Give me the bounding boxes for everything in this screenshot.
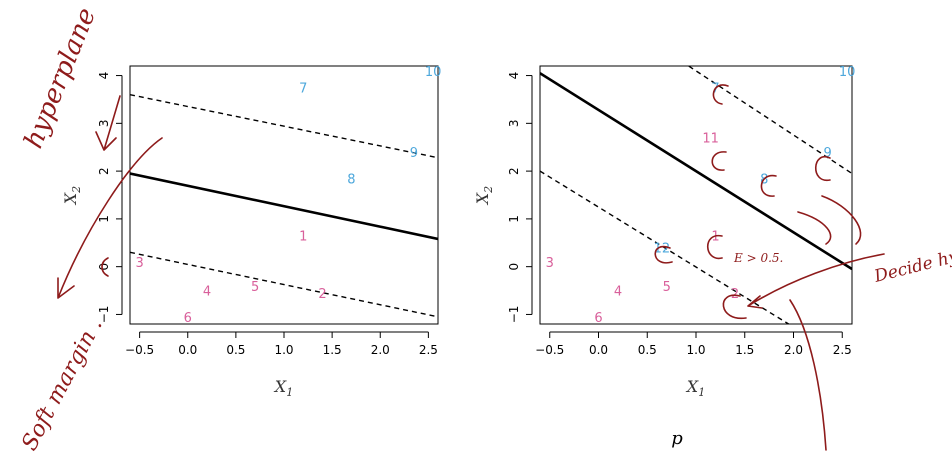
y-tick-label: 4 xyxy=(97,72,111,80)
point-label-5: 5 xyxy=(251,280,259,295)
line-margin-lower xyxy=(540,170,789,324)
x-tick-label: −0.5 xyxy=(535,343,564,357)
line-margin-upper xyxy=(687,66,852,175)
x-tick-label: 2.5 xyxy=(419,343,438,357)
point-label-3: 3 xyxy=(546,256,554,271)
handwritten-annotations: hyperplane Soft margin . E > 0.5. Decide… xyxy=(17,4,952,454)
annotation-circle-9 xyxy=(815,155,831,181)
x-tick-label: 0.0 xyxy=(178,343,197,357)
left-points: 1 2 3 4 5 6 7 8 9 10 xyxy=(135,65,441,326)
right-x-axis: −0.5 0.0 0.5 1.0 1.5 2.0 2.5 xyxy=(535,331,852,357)
y-tick-label: 1 xyxy=(97,215,111,223)
y-tick-label: 2 xyxy=(97,167,111,175)
right-x-axis-label: X1 xyxy=(685,377,705,399)
point-label-10: 10 xyxy=(425,65,442,80)
annotation-circle-12 xyxy=(654,245,673,264)
annotation-soft-margin-curl xyxy=(101,257,109,277)
annotation-circle-2 xyxy=(722,294,747,319)
annotation-circle-8 xyxy=(760,174,777,197)
left-plot-frame xyxy=(129,65,439,325)
left-panel: 1 2 3 4 5 6 7 8 9 10 −0.5 0.0 0.5 1.0 1.5 2.0 2.5 −1 0 1 2… xyxy=(61,65,441,399)
line-margin-lower xyxy=(130,251,438,318)
point-label-12: 12 xyxy=(654,242,671,257)
annotation-soft-margin: Soft margin . xyxy=(17,314,108,454)
right-y-axis-label: X2 xyxy=(473,186,495,206)
point-label-6: 6 xyxy=(184,311,192,326)
x-tick-label: −0.5 xyxy=(125,343,154,357)
y-tick-label: 0 xyxy=(97,263,111,271)
line-margin-upper xyxy=(130,93,438,159)
point-label-3: 3 xyxy=(135,256,143,271)
point-label-6: 6 xyxy=(594,311,602,326)
line-hyperplane xyxy=(130,172,438,241)
right-lines xyxy=(540,66,852,324)
point-label-11: 11 xyxy=(702,132,719,147)
y-tick-label: 4 xyxy=(507,72,521,80)
left-x-axis: −0.5 0.0 0.5 1.0 1.5 2.0 2.5 xyxy=(125,331,438,357)
y-tick-label: 2 xyxy=(507,167,521,175)
left-lines xyxy=(130,93,438,318)
y-tick-label: 1 xyxy=(507,215,521,223)
right-plot-frame xyxy=(539,65,853,325)
annotation-decide-arrow xyxy=(747,253,885,309)
annotation-bracket-small xyxy=(797,211,832,245)
y-tick-label: 0 xyxy=(507,263,521,271)
footer-p: p xyxy=(671,428,683,449)
left-y-axis: −1 0 1 2 3 4 xyxy=(97,72,123,324)
point-label-9: 9 xyxy=(410,146,418,161)
x-tick-label: 0.5 xyxy=(638,343,657,357)
left-y-axis-label: X2 xyxy=(61,186,83,206)
annotation-circle-11 xyxy=(711,151,727,171)
x-tick-label: 1.0 xyxy=(274,343,293,357)
left-x-axis-label: X1 xyxy=(273,377,293,399)
annotation-soft-margin-arrow xyxy=(57,137,163,299)
x-tick-label: 2.5 xyxy=(833,343,852,357)
x-tick-label: 0.0 xyxy=(589,343,608,357)
point-label-9: 9 xyxy=(823,146,831,161)
annotation-hyperplane-arrow xyxy=(95,95,121,151)
x-tick-label: 2.0 xyxy=(784,343,803,357)
annotation-bracket xyxy=(821,195,862,245)
annotation-decide-hyperplane: Decide hyperplane . xyxy=(871,226,952,287)
line-hyperplane xyxy=(540,72,852,271)
annotation-circle-7 xyxy=(712,84,729,105)
x-tick-label: 1.5 xyxy=(323,343,342,357)
annotation-long-stroke xyxy=(789,299,827,451)
point-label-1: 1 xyxy=(299,230,307,245)
annotation-epsilon: E > 0.5. xyxy=(733,251,783,265)
point-label-5: 5 xyxy=(663,280,671,295)
right-y-axis: −1 0 1 2 3 4 xyxy=(507,72,533,324)
annotation-hyperplane: hyperplane xyxy=(19,4,102,153)
annotation-circle-1 xyxy=(707,235,723,259)
point-label-10: 10 xyxy=(839,65,856,80)
point-label-7: 7 xyxy=(299,82,307,97)
point-label-2: 2 xyxy=(318,287,326,302)
point-label-8: 8 xyxy=(347,172,355,187)
y-tick-label: −1 xyxy=(97,306,111,324)
point-label-4: 4 xyxy=(203,285,211,300)
y-tick-label: 3 xyxy=(507,120,521,128)
y-tick-label: −1 xyxy=(507,306,521,324)
x-tick-label: 2.0 xyxy=(371,343,390,357)
y-tick-label: 3 xyxy=(97,120,111,128)
x-tick-label: 1.5 xyxy=(735,343,754,357)
x-tick-label: 0.5 xyxy=(226,343,245,357)
point-label-1: 1 xyxy=(711,230,719,245)
point-label-2: 2 xyxy=(731,287,739,302)
point-label-4: 4 xyxy=(614,285,622,300)
x-tick-label: 1.0 xyxy=(686,343,705,357)
